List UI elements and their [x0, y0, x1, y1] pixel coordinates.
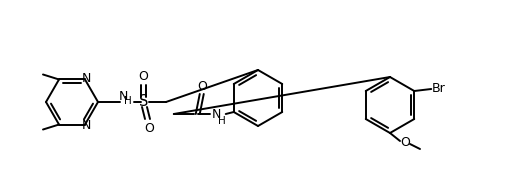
Text: N: N [212, 108, 221, 122]
Text: O: O [400, 136, 410, 148]
Text: H: H [124, 96, 132, 106]
Text: N: N [118, 89, 128, 103]
Text: O: O [144, 122, 154, 135]
Text: O: O [138, 70, 148, 83]
Text: N: N [82, 72, 90, 85]
Text: H: H [218, 116, 226, 126]
Text: S: S [139, 94, 149, 109]
Text: O: O [197, 80, 207, 94]
Text: Br: Br [431, 81, 445, 94]
Text: N: N [82, 119, 90, 132]
